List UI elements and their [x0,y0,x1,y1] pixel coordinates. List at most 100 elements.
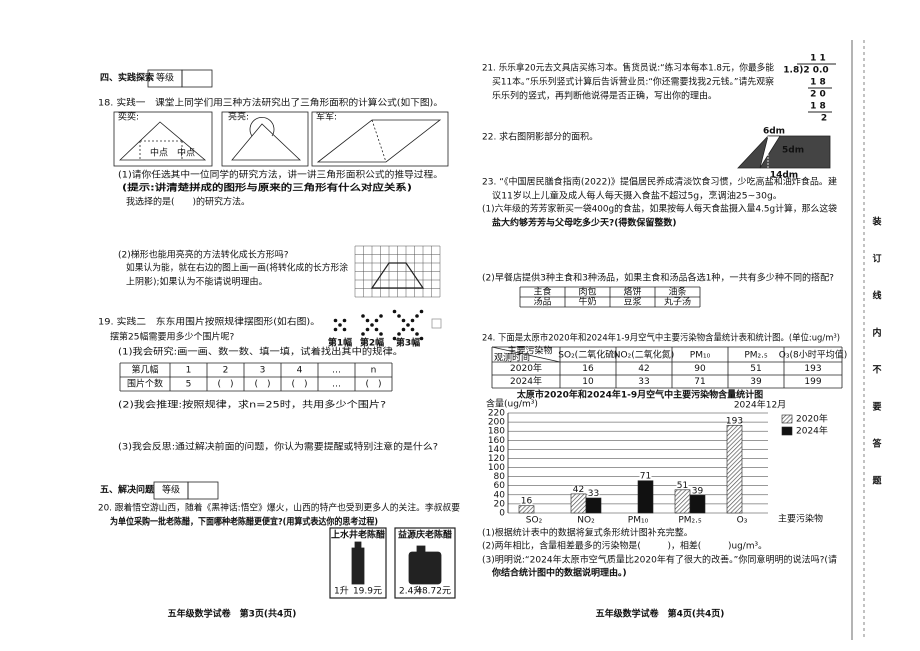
box [187,481,219,500]
dot [342,318,347,323]
table-header: NO₂(二氧化氮) [614,349,674,361]
jug-cap [416,545,426,553]
rule [371,119,387,163]
grade-label: 等级 [162,484,180,496]
dimension: 5dm [782,146,804,156]
y-tick-label: 60 [494,481,506,491]
data-label-bg [520,497,533,505]
x-tick-label: O₃ [737,516,748,526]
rotation-arc [249,116,275,137]
footer: 五年级数学试卷 第3页(共4页) [168,608,297,620]
margin-note: 内 [872,327,881,339]
figure-caption: 第2幅 [360,337,384,349]
text-line: 摆第25幅需要用多少个围片呢? [110,331,234,343]
figure [759,135,781,169]
box [431,318,442,329]
figure [316,119,442,163]
midpoint-label: 中点 [150,147,168,159]
table-corner: 观测时间 [494,352,530,364]
product-size: 2.4升 [399,586,422,597]
bar [570,493,587,514]
dot [379,314,383,318]
box [311,111,449,167]
y-tick-label: 80 [494,472,506,482]
dot [401,327,406,332]
y-tick-label: 220 [488,409,505,419]
text-line: 议11岁以上儿童及成人每人每天摄入食盐不超过5g，烹调油25~30g。 [492,190,782,202]
dot [410,318,415,323]
data-label: 193 [726,416,743,426]
table-cell: 199 [804,377,821,387]
question: 21. 乐乐拿20元去文具店买练习本。售货员说:“练习本每本1.8元，你最多能 [482,62,774,74]
margin-note: 答 [871,438,882,450]
question: 18. 实践一 课堂上同学们用三种方法研究出了三角形面积的计算公式(如下图)。 [98,97,443,109]
x-tick-label: NO₂ [577,516,595,526]
text-line: 为单位采购一批老陈醋，下面哪种老陈醋更便宜?(用算式表达你的思考过程) [110,516,378,528]
margin-note: 要 [872,402,881,413]
figure [231,123,302,161]
figure-caption: 第3幅 [396,337,420,349]
table-cell: 5 [186,380,192,390]
dot [374,327,379,332]
text-line: (2)两年相比，含量相差最多的污染物是( )，相差( )ug/m³。 [482,540,767,552]
product-size: 1升 [334,586,349,597]
y-axis-label: 含量(ug/m³) [486,398,538,410]
table-cell: 围片个数 [127,378,163,390]
box [394,527,456,599]
x-axis-label: 主要污染物 [778,513,823,525]
y-tick-label: 160 [488,436,505,446]
table-cell: ( ) [365,380,381,390]
text-line: (1)请你任选其中一位同学的研究方法，讲一讲三角形面积公式的推导过程。 [118,169,443,181]
text-line: 我选择的是( )的研究方法。 [126,196,250,208]
y-tick-label: 200 [488,418,505,428]
division-step: 2 0 [810,90,826,100]
student-name: 亮亮: [228,111,249,123]
student-name: 军军: [316,112,337,123]
product-name: 上水井老陈醋 [331,529,385,541]
bar [674,489,691,514]
box [221,111,309,167]
figure-caption: 第1幅 [328,337,352,349]
division-step: 2 [821,114,827,124]
margin-note: 线 [872,290,881,302]
dot [392,336,397,341]
margin-note: 订 [872,253,881,265]
table-cell: 4 [297,366,303,376]
bar [585,497,602,514]
table-corner: 主要污染物 [507,345,552,357]
dot [410,327,415,332]
table-cell: 10 [582,377,594,387]
chart-date: 2024年12月 [734,399,786,411]
dot [338,323,342,327]
product-price: 48.72元 [416,587,451,597]
data-label-bg [691,487,704,495]
data-label: 42 [573,485,584,495]
bar [637,480,654,514]
y-tick-label: 40 [494,490,506,500]
question: 19. 实践二 东东用围片按照规律摆图形(如右图)。 [98,316,320,328]
table-cell: 193 [804,364,821,374]
question: 20. 跟着悟空游山西，随着《黑神话:悟空》爆火，山西的特产也受到更多人的关注。… [98,502,460,514]
dot [361,314,365,318]
midpoint-label: 中点 [177,147,195,159]
legend-label: 2020年 [796,413,828,425]
y-tick-label: 140 [488,445,505,455]
table-cell: 33 [638,377,649,387]
table-cell: 16 [582,364,594,374]
division-step: 1 1 [810,54,826,64]
dot [365,318,370,323]
box [181,69,213,88]
dimension: 14dm [770,171,798,181]
dot [406,323,410,327]
text-line: (1)我会研究:画一画、数一数、填一填，试着找出其中的规律。 [118,346,403,358]
dimension: 6dm [763,127,785,137]
table-cell: 烙饼 [623,286,641,298]
table-cell: ( ) [291,380,307,390]
data-label: 71 [640,472,651,482]
dot [397,314,401,318]
chart-title: 太原市2020年和2024年1-9月空气中主要污染物含量统计图 [516,389,763,401]
data-label: 39 [692,486,704,496]
table-cell: ( ) [217,380,233,390]
table-cell: 3 [260,366,266,376]
